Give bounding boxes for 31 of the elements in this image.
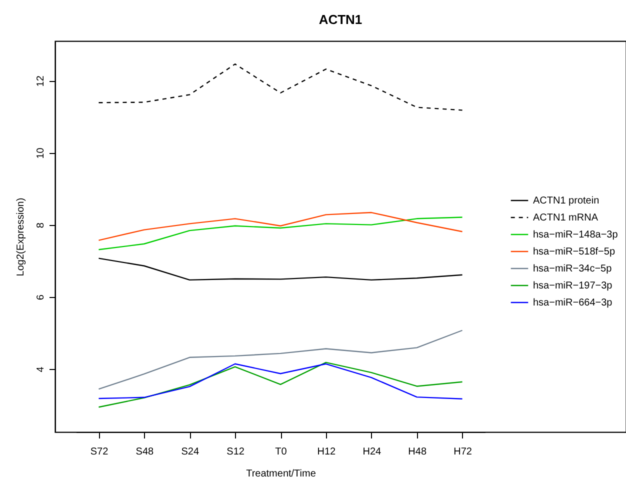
line-series xyxy=(98,216,463,250)
line-series xyxy=(98,363,463,400)
y-tick-label: 6 xyxy=(36,294,46,300)
line-series xyxy=(98,330,463,390)
line-series xyxy=(98,212,463,241)
legend-label: hsa−miR−197−3p xyxy=(533,280,613,292)
line-series xyxy=(98,258,463,281)
legend-label: ACTN1 protein xyxy=(533,196,600,206)
line-series xyxy=(98,362,463,408)
line-series xyxy=(98,63,463,111)
x-tick-label: S48 xyxy=(136,446,154,458)
legend-label: hsa−miR−664−3p xyxy=(533,298,613,308)
x-tick-label: H48 xyxy=(408,446,427,458)
chart-title: ACTN1 xyxy=(318,12,362,27)
x-tick-label: S24 xyxy=(181,446,200,458)
legend-label: hsa−miR−34c−5p xyxy=(533,264,612,274)
x-tick-label: H12 xyxy=(317,446,336,458)
y-tick-label: 4 xyxy=(36,366,46,372)
x-tick-label: T0 xyxy=(275,446,288,458)
x-tick-label: H72 xyxy=(454,446,472,458)
y-tick-label: 10 xyxy=(36,147,46,159)
x-tick-label: H24 xyxy=(362,446,382,458)
x-tick-label: S72 xyxy=(90,446,109,458)
legend-label: ACTN1 mRNA xyxy=(533,212,598,224)
legend-label: hsa−miR−148a−3p xyxy=(533,230,618,240)
y-tick-label: 8 xyxy=(36,222,46,228)
y-axis-title: Log2(Expression) xyxy=(16,198,26,276)
legend-label: hsa−miR−518f−5p xyxy=(533,246,616,258)
x-axis-title: Treatment/Time xyxy=(246,468,316,480)
y-tick-label: 12 xyxy=(36,75,46,87)
x-tick-label: S12 xyxy=(226,446,245,458)
